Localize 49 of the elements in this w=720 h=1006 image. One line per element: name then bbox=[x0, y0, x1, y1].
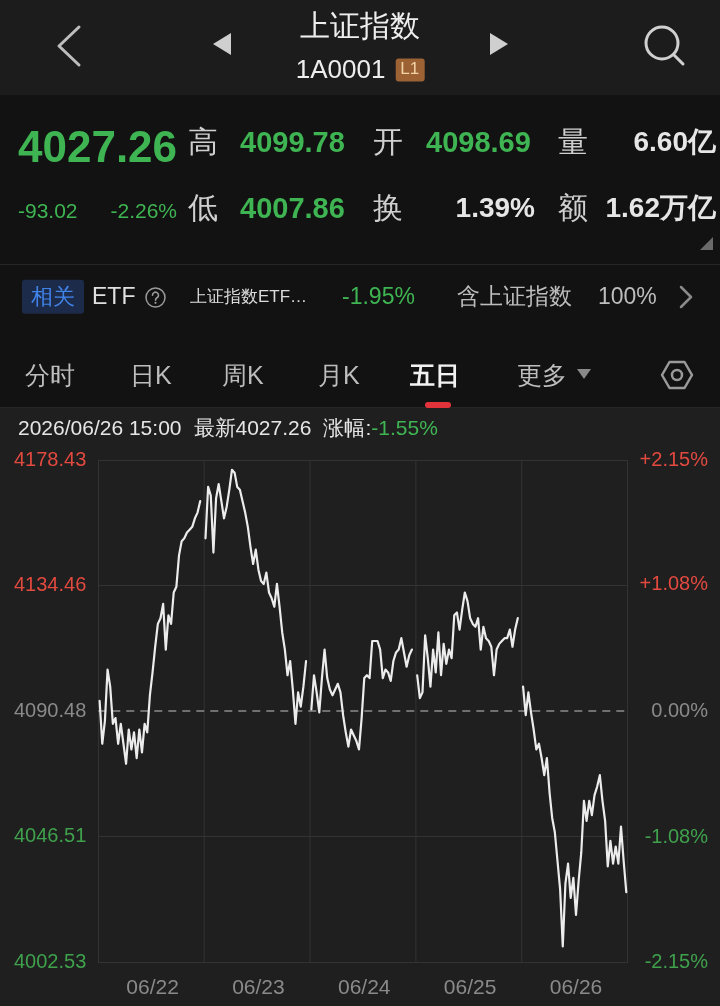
y2-tick-label: +2.15% bbox=[639, 447, 709, 470]
text: 量 bbox=[558, 124, 588, 160]
text: 更多 bbox=[517, 360, 567, 390]
text: 高 bbox=[188, 124, 218, 160]
text: 最新4027.26 bbox=[193, 415, 312, 441]
y-tick-label: 4002.53 bbox=[14, 949, 87, 972]
text: 额 bbox=[558, 190, 588, 226]
text: 2026/06/26 15:00 bbox=[18, 415, 182, 441]
y-tick-label: 4178.43 bbox=[14, 447, 87, 470]
chart-title: 上证指数 bbox=[300, 8, 420, 44]
text: -93.02 bbox=[18, 198, 78, 224]
text: 含上证指数 bbox=[457, 283, 572, 311]
y-tick-label: 4046.51 bbox=[14, 824, 87, 846]
x-tick-label: 06/23 bbox=[232, 975, 285, 999]
text: 低 bbox=[188, 190, 218, 226]
text: 4027.26 bbox=[18, 120, 178, 173]
x-tick-label: 06/25 bbox=[443, 975, 497, 999]
text: 月K bbox=[318, 360, 360, 390]
x-tick-label: 06/22 bbox=[126, 975, 179, 999]
text: 五日 bbox=[410, 360, 460, 390]
text: 1.39% bbox=[455, 191, 535, 225]
text: 换 bbox=[373, 190, 403, 226]
text: 100% bbox=[598, 283, 657, 311]
y2-tick-label: +1.08% bbox=[639, 572, 709, 595]
text: 开 bbox=[373, 124, 403, 160]
y-tick-label: 4090.48 bbox=[14, 698, 87, 721]
text: 6.60亿 bbox=[633, 125, 716, 159]
text: ETF bbox=[92, 283, 136, 311]
text: L1 bbox=[395, 58, 425, 82]
x-tick-label: 06/24 bbox=[338, 975, 391, 999]
x-tick-label: 06/26 bbox=[549, 975, 603, 999]
y2-tick-label: -1.08% bbox=[644, 824, 709, 847]
y-tick-label: 4134.46 bbox=[14, 573, 87, 595]
text: 上证指数ETF… bbox=[190, 286, 308, 308]
y2-tick-label: -2.15% bbox=[644, 949, 709, 972]
text: 4098.69 bbox=[426, 124, 531, 160]
text: 4007.86 bbox=[240, 190, 345, 226]
y2-tick-label: 0.00% bbox=[651, 698, 709, 721]
text: 分时 bbox=[25, 360, 75, 390]
text: 日K bbox=[130, 360, 172, 390]
text: -1.55% bbox=[371, 415, 438, 441]
text: 1.62万亿 bbox=[605, 191, 716, 225]
text: 相关 bbox=[22, 279, 84, 315]
text: -1.95% bbox=[342, 283, 415, 311]
text: 4099.78 bbox=[240, 124, 345, 160]
text: 周K bbox=[222, 360, 264, 390]
text: 涨幅: bbox=[323, 415, 372, 441]
text: -2.26% bbox=[110, 198, 177, 224]
chart-subtitle: 1A0001 bbox=[295, 54, 386, 86]
